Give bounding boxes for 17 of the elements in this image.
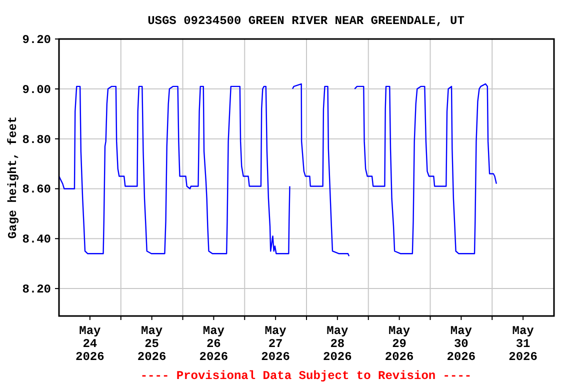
y-tick-label: 8.80	[22, 132, 51, 147]
y-tick-label: 9.00	[22, 82, 51, 97]
x-tick-label: May 28 2026	[323, 324, 352, 364]
y-tick-label: 9.20	[22, 33, 51, 47]
x-tick-label: May 31 2026	[508, 324, 538, 364]
y-axis-title: Gage height, feet	[6, 116, 20, 239]
x-tick-label: May 27 2026	[261, 324, 290, 364]
y-tick-label: 8.20	[22, 282, 51, 297]
y-tick-label: 8.60	[22, 182, 51, 197]
x-tick-label: May 30 2026	[446, 324, 476, 364]
y-tick-label: 8.40	[22, 232, 51, 247]
x-tick-label: May 26 2026	[199, 324, 228, 364]
chart-title: USGS 09234500 GREEN RIVER NEAR GREENDALE, UT	[148, 14, 464, 28]
x-tick-label: May 24 2026	[76, 324, 104, 364]
x-tick-label: May 29 2026	[384, 324, 414, 364]
text: ---- Provisional Data Subject to Revision ----	[140, 369, 472, 383]
x-tick-label: May 25 2026	[137, 324, 166, 364]
